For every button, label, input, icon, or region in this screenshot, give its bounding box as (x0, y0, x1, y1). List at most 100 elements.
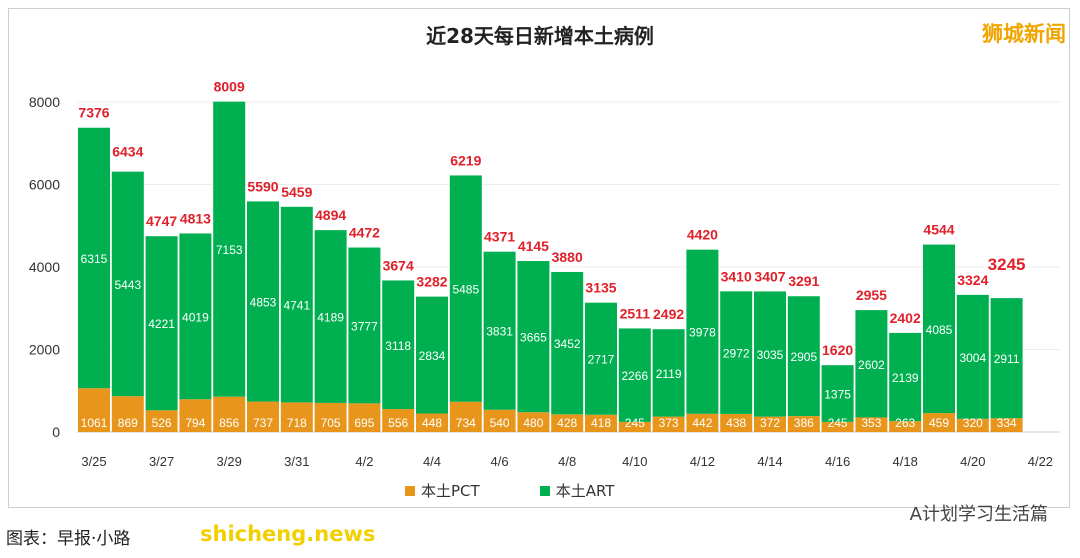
label-pct: 334 (997, 416, 1017, 430)
bar-pct (382, 409, 415, 432)
x-tick-label: 4/22 (1028, 454, 1053, 469)
y-tick-label: 4000 (29, 259, 60, 275)
y-tick-label: 2000 (29, 342, 60, 358)
bar-art (449, 175, 482, 402)
label-total: 5590 (247, 178, 278, 194)
bar-art (382, 280, 415, 410)
label-art: 4741 (283, 299, 310, 313)
label-pct: 353 (861, 416, 881, 430)
label-total: 3291 (788, 273, 819, 289)
y-tick-label: 0 (52, 424, 60, 440)
label-total: 4544 (923, 222, 954, 238)
bar-pct (821, 421, 854, 432)
watermark-top: 狮城新闻 (982, 22, 1066, 46)
label-pct: 734 (456, 416, 476, 430)
bar-art (754, 291, 786, 417)
label-total: 3245 (988, 255, 1026, 274)
bar-pct (720, 413, 753, 432)
label-pct: 448 (422, 416, 442, 430)
bar-art (247, 201, 279, 402)
x-tick-label: 4/4 (423, 454, 441, 469)
bar-art (78, 127, 110, 389)
bar-pct (78, 388, 110, 432)
legend-swatch-art (539, 485, 550, 496)
label-total: 1620 (822, 342, 853, 358)
legend-label-art: 本土ART (555, 482, 615, 500)
bar-pct (449, 401, 482, 432)
x-tick-label: 4/10 (622, 454, 647, 469)
x-tick-label: 4/6 (491, 454, 509, 469)
label-pct: 737 (253, 416, 273, 430)
bar-pct (990, 418, 1023, 432)
label-pct: 372 (760, 416, 780, 430)
label-art: 2834 (419, 349, 446, 363)
label-total: 4420 (687, 227, 718, 243)
y-tick-label: 6000 (29, 177, 60, 193)
bar-art (720, 291, 753, 414)
bar-art (179, 233, 212, 400)
label-pct: 480 (523, 416, 543, 430)
bar-art (551, 271, 584, 415)
bar-pct (956, 418, 989, 432)
label-pct: 556 (388, 416, 408, 430)
label-pct: 245 (828, 416, 848, 430)
watermark-bottom: shicheng.news (200, 522, 376, 546)
bar-pct (652, 416, 685, 432)
label-pct: 718 (287, 416, 307, 430)
bar-pct (787, 416, 820, 432)
label-total: 2402 (890, 310, 921, 326)
bar-pct (111, 396, 144, 432)
bar-art (889, 332, 922, 422)
bar-art (855, 310, 888, 418)
y-tick-label: 8000 (29, 94, 60, 110)
label-total: 6219 (450, 152, 481, 168)
label-total: 4371 (484, 229, 515, 245)
x-tick-label: 4/18 (893, 454, 918, 469)
label-art: 3118 (385, 339, 411, 353)
bar-art (923, 244, 955, 414)
bar-pct (855, 417, 888, 432)
bar-art (314, 230, 347, 403)
label-pct: 1061 (81, 416, 108, 430)
bar-pct (145, 410, 178, 432)
bar-pct (585, 414, 617, 432)
watermark-wechat: A计划学习生活篇 (909, 504, 1048, 525)
x-tick-label: 3/29 (217, 454, 242, 469)
label-art: 3831 (486, 325, 513, 339)
bar-pct (179, 399, 212, 432)
label-art: 2602 (858, 358, 885, 372)
label-total: 4894 (315, 207, 346, 223)
x-tick-label: 4/14 (757, 454, 782, 469)
chart-title: 近28天每日新增本土病例 (426, 24, 654, 48)
bar-pct (280, 402, 313, 432)
bar-pct (551, 414, 584, 432)
label-pct: 263 (895, 416, 915, 430)
label-pct: 459 (929, 416, 949, 430)
bar-art (145, 236, 178, 411)
label-pct: 794 (185, 416, 205, 430)
label-total: 3407 (754, 268, 785, 284)
bar-art (686, 249, 719, 414)
label-total: 3410 (721, 268, 752, 284)
bar-pct (517, 412, 550, 432)
label-art: 5485 (452, 283, 479, 297)
label-pct: 373 (659, 416, 679, 430)
label-art: 3452 (554, 337, 581, 351)
label-total: 7376 (78, 105, 109, 121)
stacked-bar-chart: 0 2000 4000 6000 8000 3/25 3/27 3/29 3/31 4/2 4/4 4… (29, 79, 1060, 469)
label-total: 4145 (518, 238, 549, 254)
label-art: 6315 (81, 252, 108, 266)
label-art: 4221 (148, 317, 175, 331)
label-art: 3004 (959, 351, 986, 365)
label-pct: 856 (219, 416, 239, 430)
bar-art (483, 251, 516, 410)
bar-pct (483, 409, 516, 432)
x-tick-label: 3/27 (149, 454, 174, 469)
label-art: 2139 (892, 371, 919, 385)
label-pct: 386 (794, 416, 814, 430)
label-pct: 705 (321, 416, 341, 430)
bar-pct (889, 421, 922, 432)
bar-art (517, 261, 550, 413)
bar-pct (314, 402, 347, 432)
label-total: 2955 (856, 287, 887, 303)
